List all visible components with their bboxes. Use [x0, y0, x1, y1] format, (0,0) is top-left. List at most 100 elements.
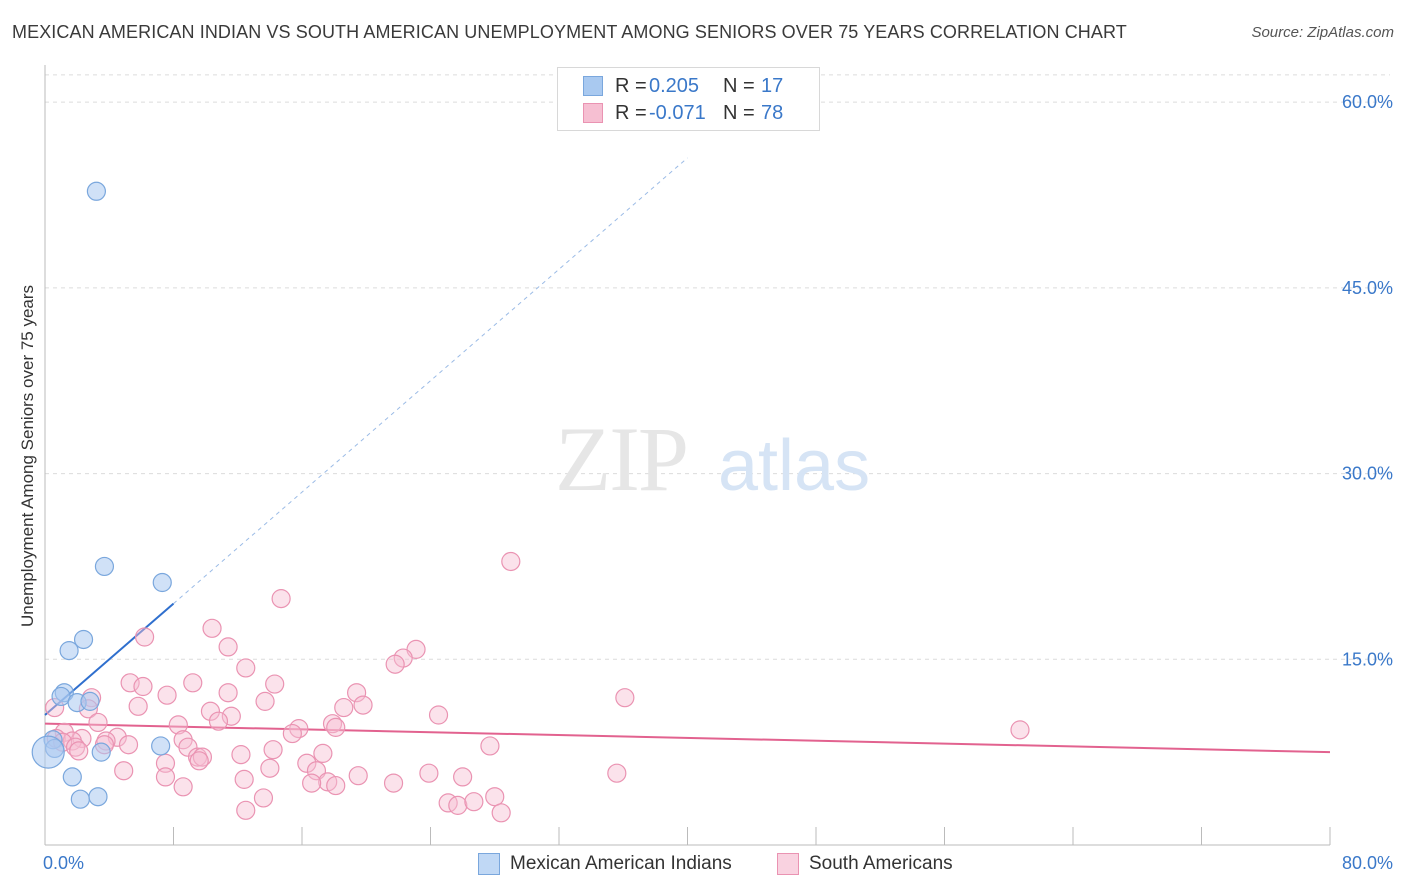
south-american-point: [615, 688, 635, 708]
mexican-american-indian-point: [91, 742, 111, 762]
stats-legend: R = 0.205 N = 17 R = -0.071 N = 78: [557, 67, 820, 131]
mexican-american-indian-point: [88, 787, 108, 807]
south-american-point: [353, 695, 373, 715]
south-american-point: [448, 795, 468, 815]
south-american-point: [491, 803, 511, 823]
tick-labels: 15.0% 30.0% 45.0% 60.0% 0.0% 80.0%: [43, 92, 1393, 873]
stats-row-pink: R = -0.071 N = 78: [583, 101, 783, 125]
y-axis-label: Unemployment Among Seniors over 75 years: [18, 284, 37, 628]
source-label: Source: ZipAtlas.com: [1251, 24, 1394, 41]
south-american-point: [464, 792, 484, 812]
south-american-point: [231, 745, 251, 765]
x-tick-label: 80.0%: [1342, 853, 1393, 873]
n-value: 78: [761, 101, 784, 124]
south-american-point: [347, 683, 367, 703]
south-american-point: [419, 763, 439, 783]
r-label: R =: [615, 101, 647, 124]
mexican-american-indian-point: [73, 629, 94, 650]
south-american-point: [65, 737, 86, 757]
mexican-american-indian-point: [59, 641, 79, 661]
legend-item-south-americans[interactable]: South Americans: [777, 851, 953, 877]
south-american-point: [189, 751, 209, 771]
south-american-point: [485, 787, 505, 807]
south-american-point: [260, 758, 280, 778]
pink-swatch-icon: [777, 853, 799, 875]
south-american-point: [134, 627, 155, 647]
r-value: -0.071: [649, 101, 706, 124]
data-points: [31, 181, 1030, 823]
south-american-point: [202, 618, 222, 638]
south-american-point: [607, 763, 627, 783]
south-american-point: [322, 714, 343, 734]
n-value: 17: [761, 74, 784, 97]
r-value: 0.205: [649, 74, 700, 97]
mexican-american-indian-point: [151, 736, 171, 756]
south-american-point: [1010, 720, 1030, 740]
watermark-atlas: atlas: [718, 426, 870, 506]
south-american-point: [168, 715, 188, 735]
south-american-point: [480, 736, 500, 756]
south-american-point: [265, 674, 285, 694]
mexican-american-indian-point: [94, 556, 115, 577]
south-american-point: [385, 654, 405, 674]
chart-title: MEXICAN AMERICAN INDIAN VS SOUTH AMERICA…: [12, 22, 1127, 42]
south-american-point: [271, 589, 291, 609]
south-american-point: [253, 788, 274, 808]
south-american-point: [221, 706, 241, 726]
south-american-point: [334, 697, 354, 718]
south-american-point: [178, 737, 198, 757]
y-tick-label: 15.0%: [1342, 649, 1393, 669]
south-american-point: [501, 551, 521, 572]
south-american-point: [326, 775, 346, 796]
south-american-point: [326, 717, 346, 737]
n-label: N =: [723, 74, 755, 97]
south-american-point: [114, 761, 134, 781]
mexican-american-indian-point: [70, 789, 90, 809]
south-american-point: [208, 711, 229, 731]
south-american-point: [383, 773, 404, 793]
blue-trend-extension: [173, 157, 688, 604]
south-american-point: [218, 637, 238, 657]
south-american-point: [192, 747, 213, 767]
pink-trend-line: [44, 722, 1331, 754]
y-tick-label: 30.0%: [1342, 464, 1393, 484]
south-american-point: [69, 741, 89, 761]
south-american-point: [263, 740, 283, 760]
south-american-point: [297, 753, 317, 773]
south-american-point: [173, 777, 193, 797]
n-label: N =: [723, 101, 755, 124]
south-american-point: [118, 735, 139, 755]
stats-row-blue: R = 0.205 N = 17: [583, 74, 783, 98]
mexican-american-indian-point: [86, 181, 107, 201]
south-american-point: [302, 773, 322, 793]
legend-item-mexican-american-indians[interactable]: Mexican American Indians: [478, 851, 732, 877]
r-label: R =: [615, 74, 647, 97]
south-american-point: [289, 719, 309, 739]
south-american-point: [255, 691, 275, 711]
mexican-american-indian-point: [51, 686, 71, 707]
south-american-point: [155, 767, 176, 787]
south-american-point: [313, 743, 333, 763]
south-american-point: [236, 800, 256, 820]
south-american-point: [157, 685, 177, 705]
gridlines: [45, 74, 1390, 660]
y-tick-label: 45.0%: [1342, 278, 1393, 298]
south-american-point: [88, 712, 108, 733]
south-american-point: [155, 753, 176, 773]
mexican-american-indian-point: [80, 691, 100, 711]
watermark-zip: ZIP: [555, 408, 687, 510]
mexican-american-indian-point: [62, 767, 82, 787]
south-american-point: [236, 658, 256, 678]
south-american-point: [428, 705, 449, 725]
south-american-point: [453, 767, 473, 787]
south-american-point: [183, 673, 203, 693]
blue-swatch-icon: [583, 76, 603, 96]
y-tick-label: 60.0%: [1342, 92, 1393, 112]
south-american-point: [120, 673, 140, 693]
south-american-point: [133, 676, 153, 697]
south-american-point: [234, 769, 254, 789]
south-american-point: [218, 683, 238, 703]
mexican-american-indian-point: [152, 572, 172, 593]
legend-label: Mexican American Indians: [510, 853, 732, 874]
